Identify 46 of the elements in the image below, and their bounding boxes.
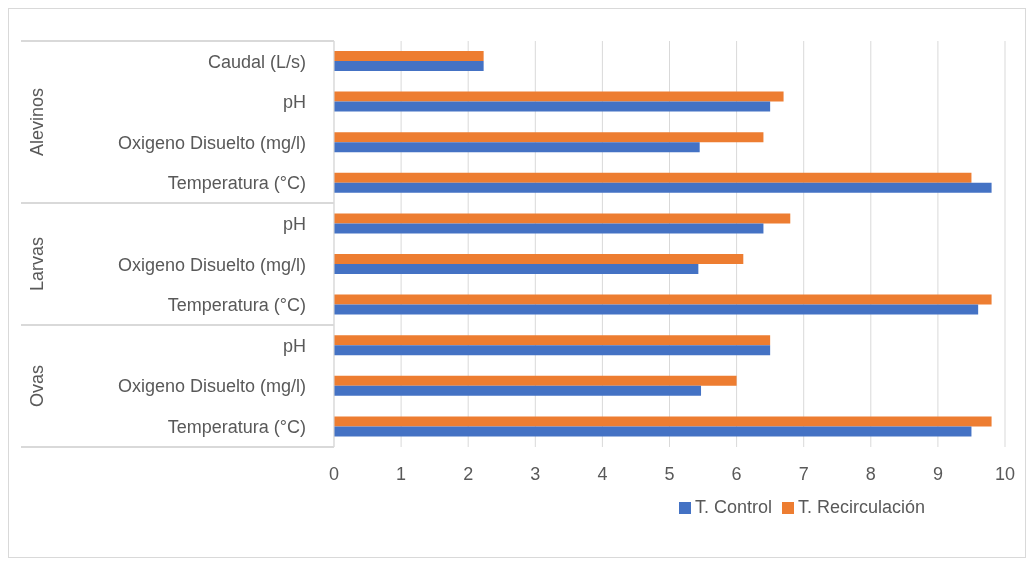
bar bbox=[334, 264, 699, 274]
bar bbox=[334, 51, 484, 61]
x-tick-label: 8 bbox=[865, 463, 876, 484]
y-tick-label: Oxigeno Disuelto (mg/l) bbox=[117, 376, 306, 397]
y-tick-label: pH bbox=[282, 335, 306, 356]
text: Ovas bbox=[27, 365, 48, 408]
x-tick-label: 2 bbox=[463, 463, 474, 484]
bar bbox=[334, 426, 972, 437]
x-tick-label: 5 bbox=[664, 463, 675, 484]
bar bbox=[334, 345, 771, 356]
y-tick-label: Temperatura (°C) bbox=[167, 417, 306, 438]
bar bbox=[334, 223, 764, 234]
y-tick-label: pH bbox=[282, 214, 306, 235]
bar bbox=[334, 385, 702, 396]
bar bbox=[334, 416, 992, 427]
bar bbox=[334, 335, 771, 346]
x-tick-label: 4 bbox=[597, 463, 608, 484]
bar bbox=[334, 91, 784, 102]
text: Larvas bbox=[27, 237, 48, 292]
text: Alevinos bbox=[27, 88, 48, 157]
bar bbox=[334, 132, 764, 143]
y-tick-label: Temperatura (°C) bbox=[167, 173, 306, 194]
y-tick-label: Temperatura (°C) bbox=[167, 295, 306, 316]
legend-label: T. Control bbox=[694, 497, 772, 517]
x-tick-label: 3 bbox=[530, 463, 541, 484]
bar bbox=[334, 254, 744, 264]
legend-label: T. Recirculación bbox=[797, 497, 926, 517]
y-tick-label: pH bbox=[282, 92, 306, 113]
bar bbox=[334, 213, 791, 224]
bar bbox=[334, 172, 972, 183]
x-tick-label: 0 bbox=[328, 463, 340, 484]
bar bbox=[334, 375, 737, 386]
x-tick-label: 9 bbox=[932, 463, 943, 484]
x-tick-label: 1 bbox=[396, 463, 407, 484]
bar bbox=[334, 61, 484, 71]
y-tick-label: Caudal (L/s) bbox=[207, 51, 306, 72]
x-tick-label: 10 bbox=[994, 463, 1016, 484]
bar bbox=[334, 101, 771, 112]
y-tick-label: Oxigeno Disuelto (mg/l) bbox=[117, 254, 306, 275]
y-tick-label: Oxigeno Disuelto (mg/l) bbox=[117, 132, 306, 153]
bar bbox=[334, 182, 992, 193]
x-tick-label: 7 bbox=[798, 463, 809, 484]
bar bbox=[334, 294, 992, 305]
bar bbox=[334, 142, 700, 153]
bar bbox=[334, 304, 979, 315]
x-tick-label: 6 bbox=[731, 463, 742, 484]
